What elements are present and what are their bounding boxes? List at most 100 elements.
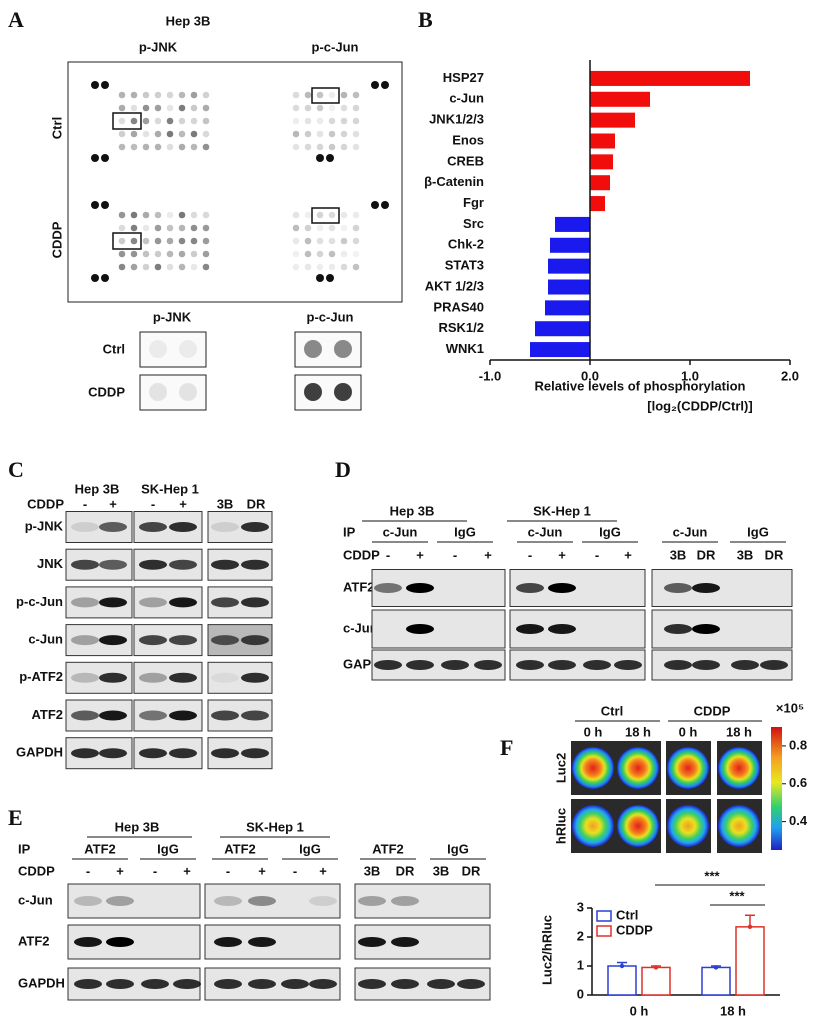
array-spot	[130, 224, 138, 232]
legend-swatch	[596, 925, 612, 937]
array-membrane	[67, 61, 403, 303]
row-label: ATF2	[343, 579, 375, 594]
sign-label: -	[151, 496, 155, 511]
row-label: ATF2	[18, 933, 50, 948]
array-spot	[328, 237, 336, 245]
category-label: c-Jun	[449, 91, 484, 106]
blot-band	[241, 672, 269, 683]
blot-band	[248, 979, 276, 989]
array-spot	[130, 263, 138, 271]
array-spot	[154, 130, 162, 138]
blot-band	[516, 660, 544, 670]
blot-band	[358, 979, 386, 989]
ip-target: IgG	[447, 841, 469, 856]
array-spot	[304, 130, 312, 138]
group-label: DR	[396, 863, 415, 878]
sign-label: -	[83, 496, 87, 511]
array-spot	[154, 263, 162, 271]
zoom-spot	[334, 340, 352, 358]
condition-label: Ctrl	[601, 703, 623, 718]
row-label: CDDP	[49, 221, 64, 258]
category-label: AKT 1/2/3	[425, 278, 484, 293]
array-spot	[202, 263, 210, 271]
array-spot	[178, 237, 186, 245]
blot-band	[74, 937, 102, 947]
category-label: Src	[463, 216, 484, 231]
blot-band	[664, 660, 692, 670]
array-spot	[130, 91, 138, 99]
blot-band	[241, 597, 269, 608]
blot-band	[139, 748, 167, 759]
group-label: 3B	[217, 496, 234, 511]
array-spot	[130, 117, 138, 125]
category-label: JNK1/2/3	[429, 112, 484, 127]
treatment-label: CDDP	[27, 496, 64, 511]
array-spot	[190, 250, 198, 258]
array-spot	[118, 117, 126, 125]
array-spot	[118, 211, 126, 219]
reference-spot	[326, 274, 334, 282]
bar	[545, 300, 590, 316]
blot-band	[374, 660, 402, 670]
blot-band	[731, 660, 759, 670]
bar	[548, 258, 590, 274]
reporter-label: Luc2	[553, 753, 568, 783]
blot-band	[169, 748, 197, 759]
array-spot	[328, 143, 336, 151]
blot-band	[106, 896, 134, 906]
zoom-spot	[304, 340, 322, 358]
bar	[590, 112, 635, 128]
sign-label: -	[226, 863, 230, 878]
time-label: 18 h	[726, 724, 752, 739]
x-tick-label: 2.0	[781, 368, 799, 383]
blot-band	[211, 597, 239, 608]
ip-target: IgG	[157, 841, 179, 856]
colorbar	[771, 727, 782, 850]
column-label: p-JNK	[153, 309, 192, 324]
sign-label: -	[528, 547, 532, 562]
ip-target: ATF2	[84, 841, 116, 856]
array-spot	[316, 224, 324, 232]
blot-band	[391, 979, 419, 989]
time-label: 0 h	[584, 724, 603, 739]
sign-label: +	[624, 547, 632, 562]
blot-band	[664, 624, 692, 634]
ip-target: c-Jun	[528, 524, 563, 539]
array-spot	[304, 224, 312, 232]
blot-band	[214, 896, 242, 906]
zoom-spot	[304, 383, 322, 401]
bar	[590, 70, 750, 86]
ip-label: IP	[343, 524, 356, 539]
y-tick-label: 0	[577, 986, 584, 1001]
blot-band	[99, 522, 127, 532]
y-tick-label: 1	[577, 957, 584, 972]
array-spot	[166, 143, 174, 151]
condition-label: CDDP	[694, 703, 731, 718]
zoom-box	[139, 331, 207, 368]
bar	[590, 154, 613, 170]
array-spot	[292, 224, 300, 232]
x-tick-label: 0 h	[630, 1003, 649, 1018]
array-spot	[190, 104, 198, 112]
array-spot	[202, 91, 210, 99]
blot-band	[548, 583, 576, 593]
blot-band	[169, 635, 197, 646]
array-spot	[202, 117, 210, 125]
array-spot	[352, 143, 360, 151]
array-spot	[142, 224, 150, 232]
category-label: β-Catenin	[424, 174, 484, 189]
cell-line-label: SK-Hep 1	[141, 481, 199, 496]
luminescence	[617, 747, 659, 789]
blot-band	[241, 522, 269, 532]
reference-spot	[101, 154, 109, 162]
array-spot	[292, 117, 300, 125]
blot-band	[211, 672, 239, 683]
array-spot	[340, 211, 348, 219]
sign-label: +	[179, 496, 187, 511]
category-label: CREB	[447, 153, 484, 168]
array-spot	[118, 263, 126, 271]
blot-band	[211, 522, 239, 532]
sign-label: +	[416, 547, 424, 562]
array-spot	[292, 211, 300, 219]
array-spot	[316, 237, 324, 245]
